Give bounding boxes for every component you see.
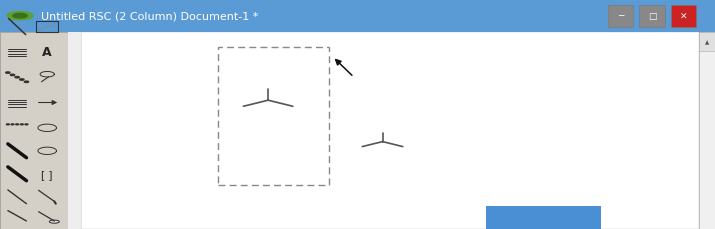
Text: ▲: ▲ bbox=[705, 40, 709, 45]
Circle shape bbox=[25, 124, 28, 125]
Circle shape bbox=[7, 13, 33, 21]
Circle shape bbox=[11, 124, 14, 125]
Text: [ ]: [ ] bbox=[41, 169, 53, 179]
Circle shape bbox=[20, 124, 23, 125]
Circle shape bbox=[15, 77, 19, 79]
Bar bbox=[608, 6, 633, 28]
Bar bbox=[671, 6, 696, 28]
Text: □: □ bbox=[648, 12, 656, 21]
Circle shape bbox=[6, 124, 9, 125]
Circle shape bbox=[24, 82, 29, 83]
Bar bbox=[699, 33, 715, 52]
Circle shape bbox=[16, 124, 19, 125]
Bar bbox=[0, 0, 715, 33]
Text: ✕: ✕ bbox=[680, 12, 687, 21]
Bar bbox=[486, 206, 601, 229]
Text: A: A bbox=[42, 46, 52, 59]
Circle shape bbox=[13, 14, 27, 19]
Circle shape bbox=[11, 75, 14, 76]
Bar bbox=[699, 33, 715, 229]
Text: Untitled RSC (2 Column) Document-1 *: Untitled RSC (2 Column) Document-1 * bbox=[41, 12, 259, 22]
Bar bbox=[68, 33, 699, 229]
Bar bbox=[68, 33, 81, 229]
Bar bbox=[639, 6, 665, 28]
Circle shape bbox=[6, 73, 10, 74]
Bar bbox=[0, 33, 68, 229]
Circle shape bbox=[20, 79, 24, 81]
Text: ─: ─ bbox=[618, 12, 623, 21]
Bar bbox=[218, 48, 329, 185]
